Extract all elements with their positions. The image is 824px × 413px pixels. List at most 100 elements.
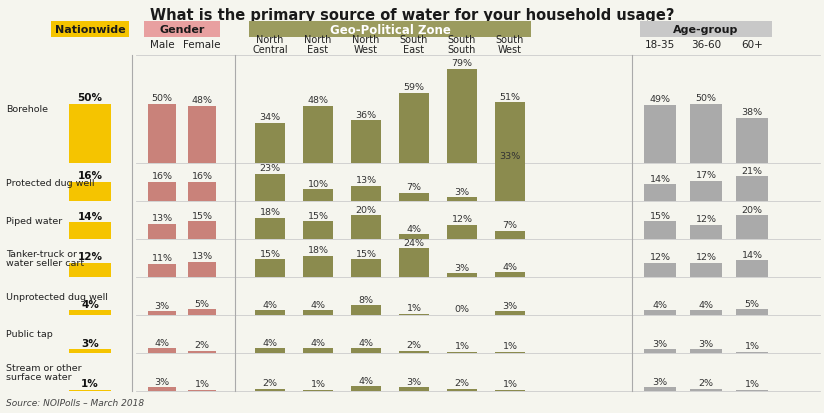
Text: 3%: 3% xyxy=(455,188,470,197)
Text: 21%: 21% xyxy=(742,166,762,175)
FancyBboxPatch shape xyxy=(399,193,429,202)
FancyBboxPatch shape xyxy=(399,249,429,277)
FancyBboxPatch shape xyxy=(303,390,333,391)
Text: North
Central: North Central xyxy=(252,35,288,55)
Text: What is the primary source of water for your household usage?: What is the primary source of water for … xyxy=(150,8,674,23)
FancyBboxPatch shape xyxy=(249,22,531,38)
FancyBboxPatch shape xyxy=(644,185,676,202)
FancyBboxPatch shape xyxy=(351,259,381,277)
FancyBboxPatch shape xyxy=(255,218,285,240)
FancyBboxPatch shape xyxy=(690,104,722,164)
Text: 4%: 4% xyxy=(358,376,373,385)
Text: South
East: South East xyxy=(400,35,428,55)
Text: 38%: 38% xyxy=(742,108,762,117)
FancyBboxPatch shape xyxy=(399,235,429,240)
Text: 8%: 8% xyxy=(358,295,373,304)
Text: 18%: 18% xyxy=(307,245,329,254)
Text: 15%: 15% xyxy=(649,211,671,220)
FancyBboxPatch shape xyxy=(399,314,429,315)
FancyBboxPatch shape xyxy=(255,389,285,391)
Text: Source: NOIPolls – March 2018: Source: NOIPolls – March 2018 xyxy=(6,398,144,407)
FancyBboxPatch shape xyxy=(255,349,285,353)
FancyBboxPatch shape xyxy=(188,309,216,315)
FancyBboxPatch shape xyxy=(447,389,477,391)
Text: 3%: 3% xyxy=(154,377,170,386)
Text: 4%: 4% xyxy=(311,338,325,347)
FancyBboxPatch shape xyxy=(351,121,381,164)
Text: Public tap: Public tap xyxy=(6,330,53,339)
Text: 4%: 4% xyxy=(358,338,373,347)
FancyBboxPatch shape xyxy=(495,103,525,164)
Text: 2%: 2% xyxy=(699,378,714,387)
FancyBboxPatch shape xyxy=(495,231,525,240)
Text: South
South: South South xyxy=(447,35,476,55)
Text: 48%: 48% xyxy=(307,96,329,105)
Text: 34%: 34% xyxy=(260,113,280,122)
Text: 3%: 3% xyxy=(653,377,667,386)
Text: 5%: 5% xyxy=(194,299,209,308)
FancyBboxPatch shape xyxy=(148,349,176,353)
FancyBboxPatch shape xyxy=(69,311,111,315)
Text: 13%: 13% xyxy=(191,252,213,261)
FancyBboxPatch shape xyxy=(447,198,477,202)
FancyBboxPatch shape xyxy=(736,261,768,277)
Text: 3%: 3% xyxy=(154,301,170,310)
Text: 16%: 16% xyxy=(152,172,172,181)
Text: 1%: 1% xyxy=(745,380,760,388)
FancyBboxPatch shape xyxy=(351,349,381,353)
Text: 15%: 15% xyxy=(260,249,280,258)
Text: Stream or other
surface water: Stream or other surface water xyxy=(6,363,82,382)
FancyBboxPatch shape xyxy=(144,22,220,38)
FancyBboxPatch shape xyxy=(495,162,525,202)
Text: 4%: 4% xyxy=(699,300,714,309)
Text: 10%: 10% xyxy=(307,179,329,188)
Text: 4%: 4% xyxy=(154,338,170,347)
Text: 36%: 36% xyxy=(355,110,377,119)
FancyBboxPatch shape xyxy=(736,309,768,315)
Text: 12%: 12% xyxy=(452,215,472,224)
FancyBboxPatch shape xyxy=(303,190,333,202)
Text: 4%: 4% xyxy=(81,299,99,309)
FancyBboxPatch shape xyxy=(69,390,111,391)
Text: 1%: 1% xyxy=(503,380,517,388)
Text: 12%: 12% xyxy=(77,252,102,261)
FancyBboxPatch shape xyxy=(303,222,333,240)
FancyBboxPatch shape xyxy=(188,183,216,202)
FancyBboxPatch shape xyxy=(644,387,676,391)
Text: 7%: 7% xyxy=(406,183,422,192)
Text: 3%: 3% xyxy=(81,338,99,348)
FancyBboxPatch shape xyxy=(690,311,722,315)
Text: 15%: 15% xyxy=(191,211,213,220)
FancyBboxPatch shape xyxy=(255,174,285,202)
FancyBboxPatch shape xyxy=(148,183,176,202)
Text: 60+: 60+ xyxy=(741,40,763,50)
FancyBboxPatch shape xyxy=(51,22,129,38)
Text: 11%: 11% xyxy=(152,254,172,263)
FancyBboxPatch shape xyxy=(255,259,285,277)
FancyBboxPatch shape xyxy=(447,352,477,353)
Text: 1%: 1% xyxy=(406,304,422,313)
FancyBboxPatch shape xyxy=(644,222,676,240)
Text: Age-group: Age-group xyxy=(673,25,738,35)
Text: 20%: 20% xyxy=(742,205,762,214)
Text: 3%: 3% xyxy=(406,377,422,386)
Text: 24%: 24% xyxy=(404,238,424,247)
FancyBboxPatch shape xyxy=(148,264,176,277)
Text: 16%: 16% xyxy=(191,172,213,181)
FancyBboxPatch shape xyxy=(644,349,676,353)
FancyBboxPatch shape xyxy=(255,123,285,164)
Text: Nationwide: Nationwide xyxy=(54,25,125,35)
Text: 4%: 4% xyxy=(263,300,278,309)
FancyBboxPatch shape xyxy=(399,94,429,164)
Text: 4%: 4% xyxy=(263,338,278,347)
Text: 7%: 7% xyxy=(503,221,517,230)
Text: 17%: 17% xyxy=(695,171,717,180)
FancyBboxPatch shape xyxy=(736,216,768,240)
Text: 50%: 50% xyxy=(152,94,172,103)
FancyBboxPatch shape xyxy=(303,107,333,164)
FancyBboxPatch shape xyxy=(351,186,381,202)
FancyBboxPatch shape xyxy=(255,311,285,315)
FancyBboxPatch shape xyxy=(399,387,429,391)
Text: Piped water: Piped water xyxy=(6,216,63,225)
Text: 2%: 2% xyxy=(194,340,209,349)
